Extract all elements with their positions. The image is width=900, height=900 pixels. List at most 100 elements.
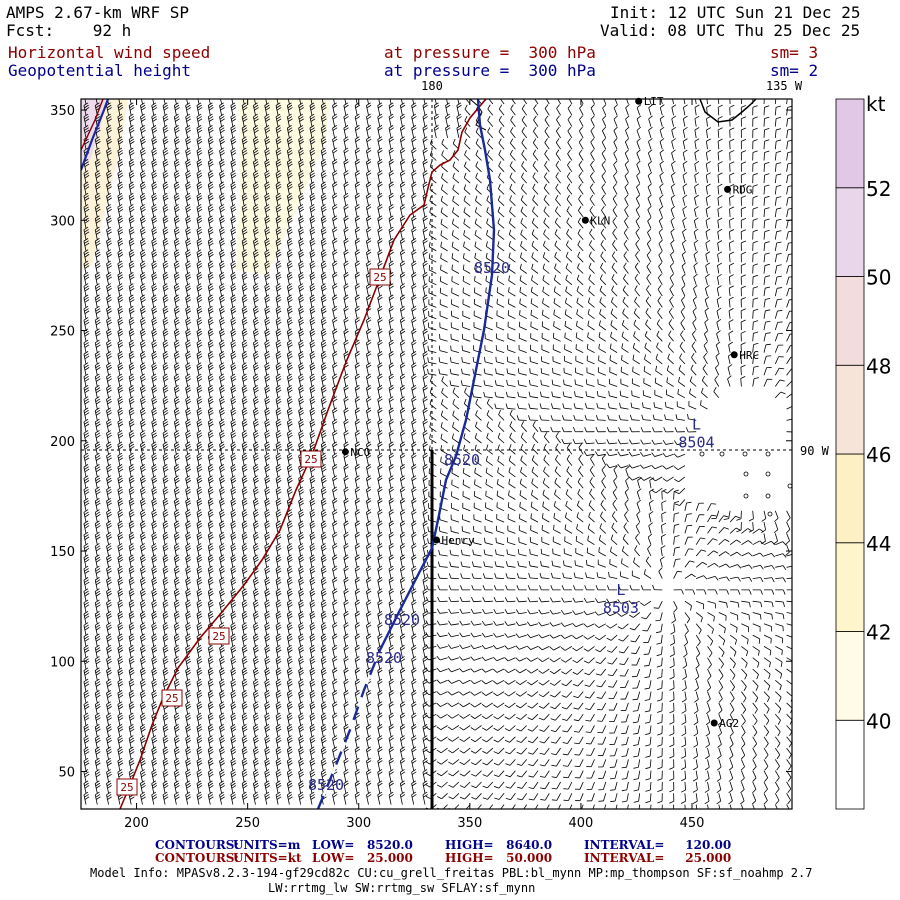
wind-barb [441, 265, 448, 274]
wind-barb [717, 274, 721, 284]
wind-barb [753, 162, 758, 172]
barb-flag [695, 139, 699, 142]
wind-barb [543, 287, 550, 296]
barb-shaft [556, 177, 561, 183]
wind-barb [660, 116, 664, 127]
barb-shaft [603, 97, 606, 104]
barb-shaft [451, 316, 458, 319]
wind-barb [186, 114, 191, 127]
barb-shaft [442, 167, 448, 172]
barb-flag [254, 288, 258, 291]
barb-flag [531, 310, 532, 315]
wind-barb [603, 104, 607, 115]
wind-barb [671, 184, 675, 195]
wind-barb [366, 114, 371, 127]
wind-barb [498, 241, 504, 251]
barb-shaft [510, 166, 515, 172]
barb-flag [119, 254, 123, 257]
wind-barb [174, 103, 179, 116]
wind-barb [787, 277, 794, 285]
wind-barb [208, 148, 213, 161]
barb-flag [322, 297, 326, 300]
barb-flag [544, 173, 547, 177]
barb-shaft [706, 141, 707, 149]
barb-flag [288, 277, 292, 280]
barb-flag [356, 229, 360, 232]
barb-flag [265, 275, 269, 278]
wind-barb [521, 184, 526, 194]
barb-flag [209, 322, 213, 325]
barb-flag [220, 184, 224, 187]
wind-barb [729, 241, 733, 251]
barb-flag [186, 94, 190, 97]
wind-barb [355, 295, 360, 308]
barb-flag [118, 218, 122, 221]
barb-flag [187, 277, 191, 280]
barb-shaft [430, 155, 436, 160]
wind-barb [475, 207, 481, 217]
barb-flag [175, 94, 179, 97]
barb-flag [446, 105, 450, 108]
barb-flag [401, 275, 405, 278]
barb-shaft [591, 154, 595, 161]
wind-barb [197, 204, 202, 217]
barb-flag [658, 274, 661, 278]
wind-barb [567, 172, 572, 183]
barb-flag [647, 240, 650, 244]
wind-barb [753, 117, 758, 127]
barb-flag [637, 93, 641, 96]
barb-flag [367, 162, 371, 165]
barb-shaft [452, 258, 459, 262]
wind-barb [601, 240, 606, 251]
wind-barb [253, 317, 258, 330]
barb-flag [390, 196, 394, 199]
wind-barb [646, 285, 651, 296]
barb-shaft [556, 165, 561, 172]
wind-barb [163, 137, 168, 150]
barb-shaft [764, 288, 765, 296]
barb-flag [648, 195, 652, 198]
barb-flag [580, 93, 583, 97]
wind-barb [441, 196, 447, 206]
wind-barb [140, 193, 145, 206]
barb-flag [96, 254, 100, 257]
wind-barb [522, 150, 527, 161]
wind-barb [683, 161, 687, 172]
wind-barb [400, 250, 405, 263]
wind-barb [152, 125, 157, 138]
wind-barb [683, 206, 687, 217]
wind-barb [412, 216, 417, 229]
wind-barb [554, 298, 561, 307]
barb-shaft [429, 235, 436, 239]
wind-barb [389, 159, 394, 172]
barb-flag [499, 127, 501, 131]
wind-barb [253, 284, 258, 297]
barb-flag [635, 263, 638, 267]
wind-barb [208, 91, 213, 104]
barb-shaft [567, 222, 572, 228]
wind-barb [231, 295, 236, 308]
wind-barb [730, 128, 735, 138]
wind-barb [775, 288, 782, 297]
barb-flag [85, 322, 89, 325]
wind-barb [378, 159, 383, 172]
barb-shaft [695, 153, 696, 161]
barb-flag [311, 277, 315, 280]
wind-barb [344, 295, 349, 308]
wind-barb [423, 103, 428, 116]
wind-barb [753, 185, 758, 195]
wind-barb [186, 306, 191, 319]
barb-shaft [499, 155, 504, 161]
barb-flag [187, 119, 191, 122]
barb-flag [730, 105, 735, 107]
barb-shaft [613, 210, 617, 217]
barb-shaft [464, 166, 470, 171]
barb-flag [412, 128, 416, 131]
barb-flag [463, 276, 464, 281]
barb-shaft [476, 189, 482, 194]
wind-barb [464, 173, 470, 183]
barb-shaft [452, 247, 459, 251]
wind-barb [429, 299, 436, 307]
barb-shaft [499, 120, 504, 126]
barb-flag [613, 184, 616, 188]
